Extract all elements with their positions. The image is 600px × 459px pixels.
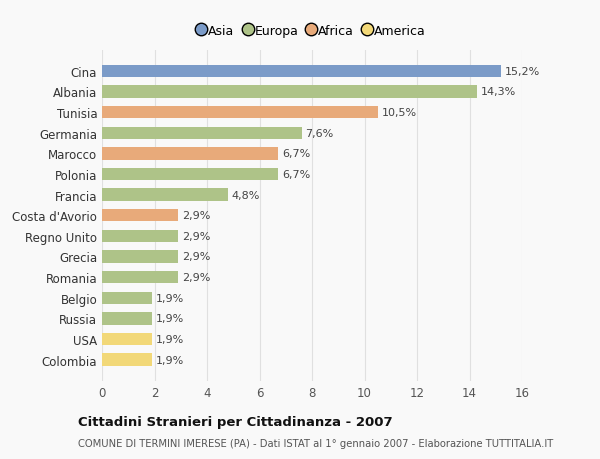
Legend: Asia, Europa, Africa, America: Asia, Europa, Africa, America xyxy=(193,20,431,43)
Text: COMUNE DI TERMINI IMERESE (PA) - Dati ISTAT al 1° gennaio 2007 - Elaborazione TU: COMUNE DI TERMINI IMERESE (PA) - Dati IS… xyxy=(78,438,553,448)
Text: 2,9%: 2,9% xyxy=(182,273,211,282)
Text: 2,9%: 2,9% xyxy=(182,211,211,221)
Text: 1,9%: 1,9% xyxy=(156,313,184,324)
Text: 6,7%: 6,7% xyxy=(282,149,310,159)
Bar xyxy=(102,168,278,181)
Bar xyxy=(102,230,178,242)
Text: 6,7%: 6,7% xyxy=(282,169,310,179)
Bar xyxy=(102,210,178,222)
Text: 14,3%: 14,3% xyxy=(481,87,517,97)
Bar xyxy=(102,127,302,140)
Bar xyxy=(102,189,228,202)
Text: 15,2%: 15,2% xyxy=(505,67,540,77)
Text: 1,9%: 1,9% xyxy=(156,293,184,303)
Text: 2,9%: 2,9% xyxy=(182,252,211,262)
Bar xyxy=(102,292,152,304)
Bar xyxy=(102,313,152,325)
Text: 1,9%: 1,9% xyxy=(156,334,184,344)
Bar xyxy=(102,86,478,98)
Bar xyxy=(102,353,152,366)
Bar xyxy=(102,148,278,160)
Bar xyxy=(102,333,152,345)
Text: 4,8%: 4,8% xyxy=(232,190,260,200)
Bar xyxy=(102,106,377,119)
Text: 2,9%: 2,9% xyxy=(182,231,211,241)
Bar xyxy=(102,251,178,263)
Bar xyxy=(102,66,501,78)
Text: 7,6%: 7,6% xyxy=(305,129,334,139)
Text: 1,9%: 1,9% xyxy=(156,355,184,365)
Text: Cittadini Stranieri per Cittadinanza - 2007: Cittadini Stranieri per Cittadinanza - 2… xyxy=(78,415,392,428)
Text: 10,5%: 10,5% xyxy=(382,108,416,118)
Bar xyxy=(102,271,178,284)
